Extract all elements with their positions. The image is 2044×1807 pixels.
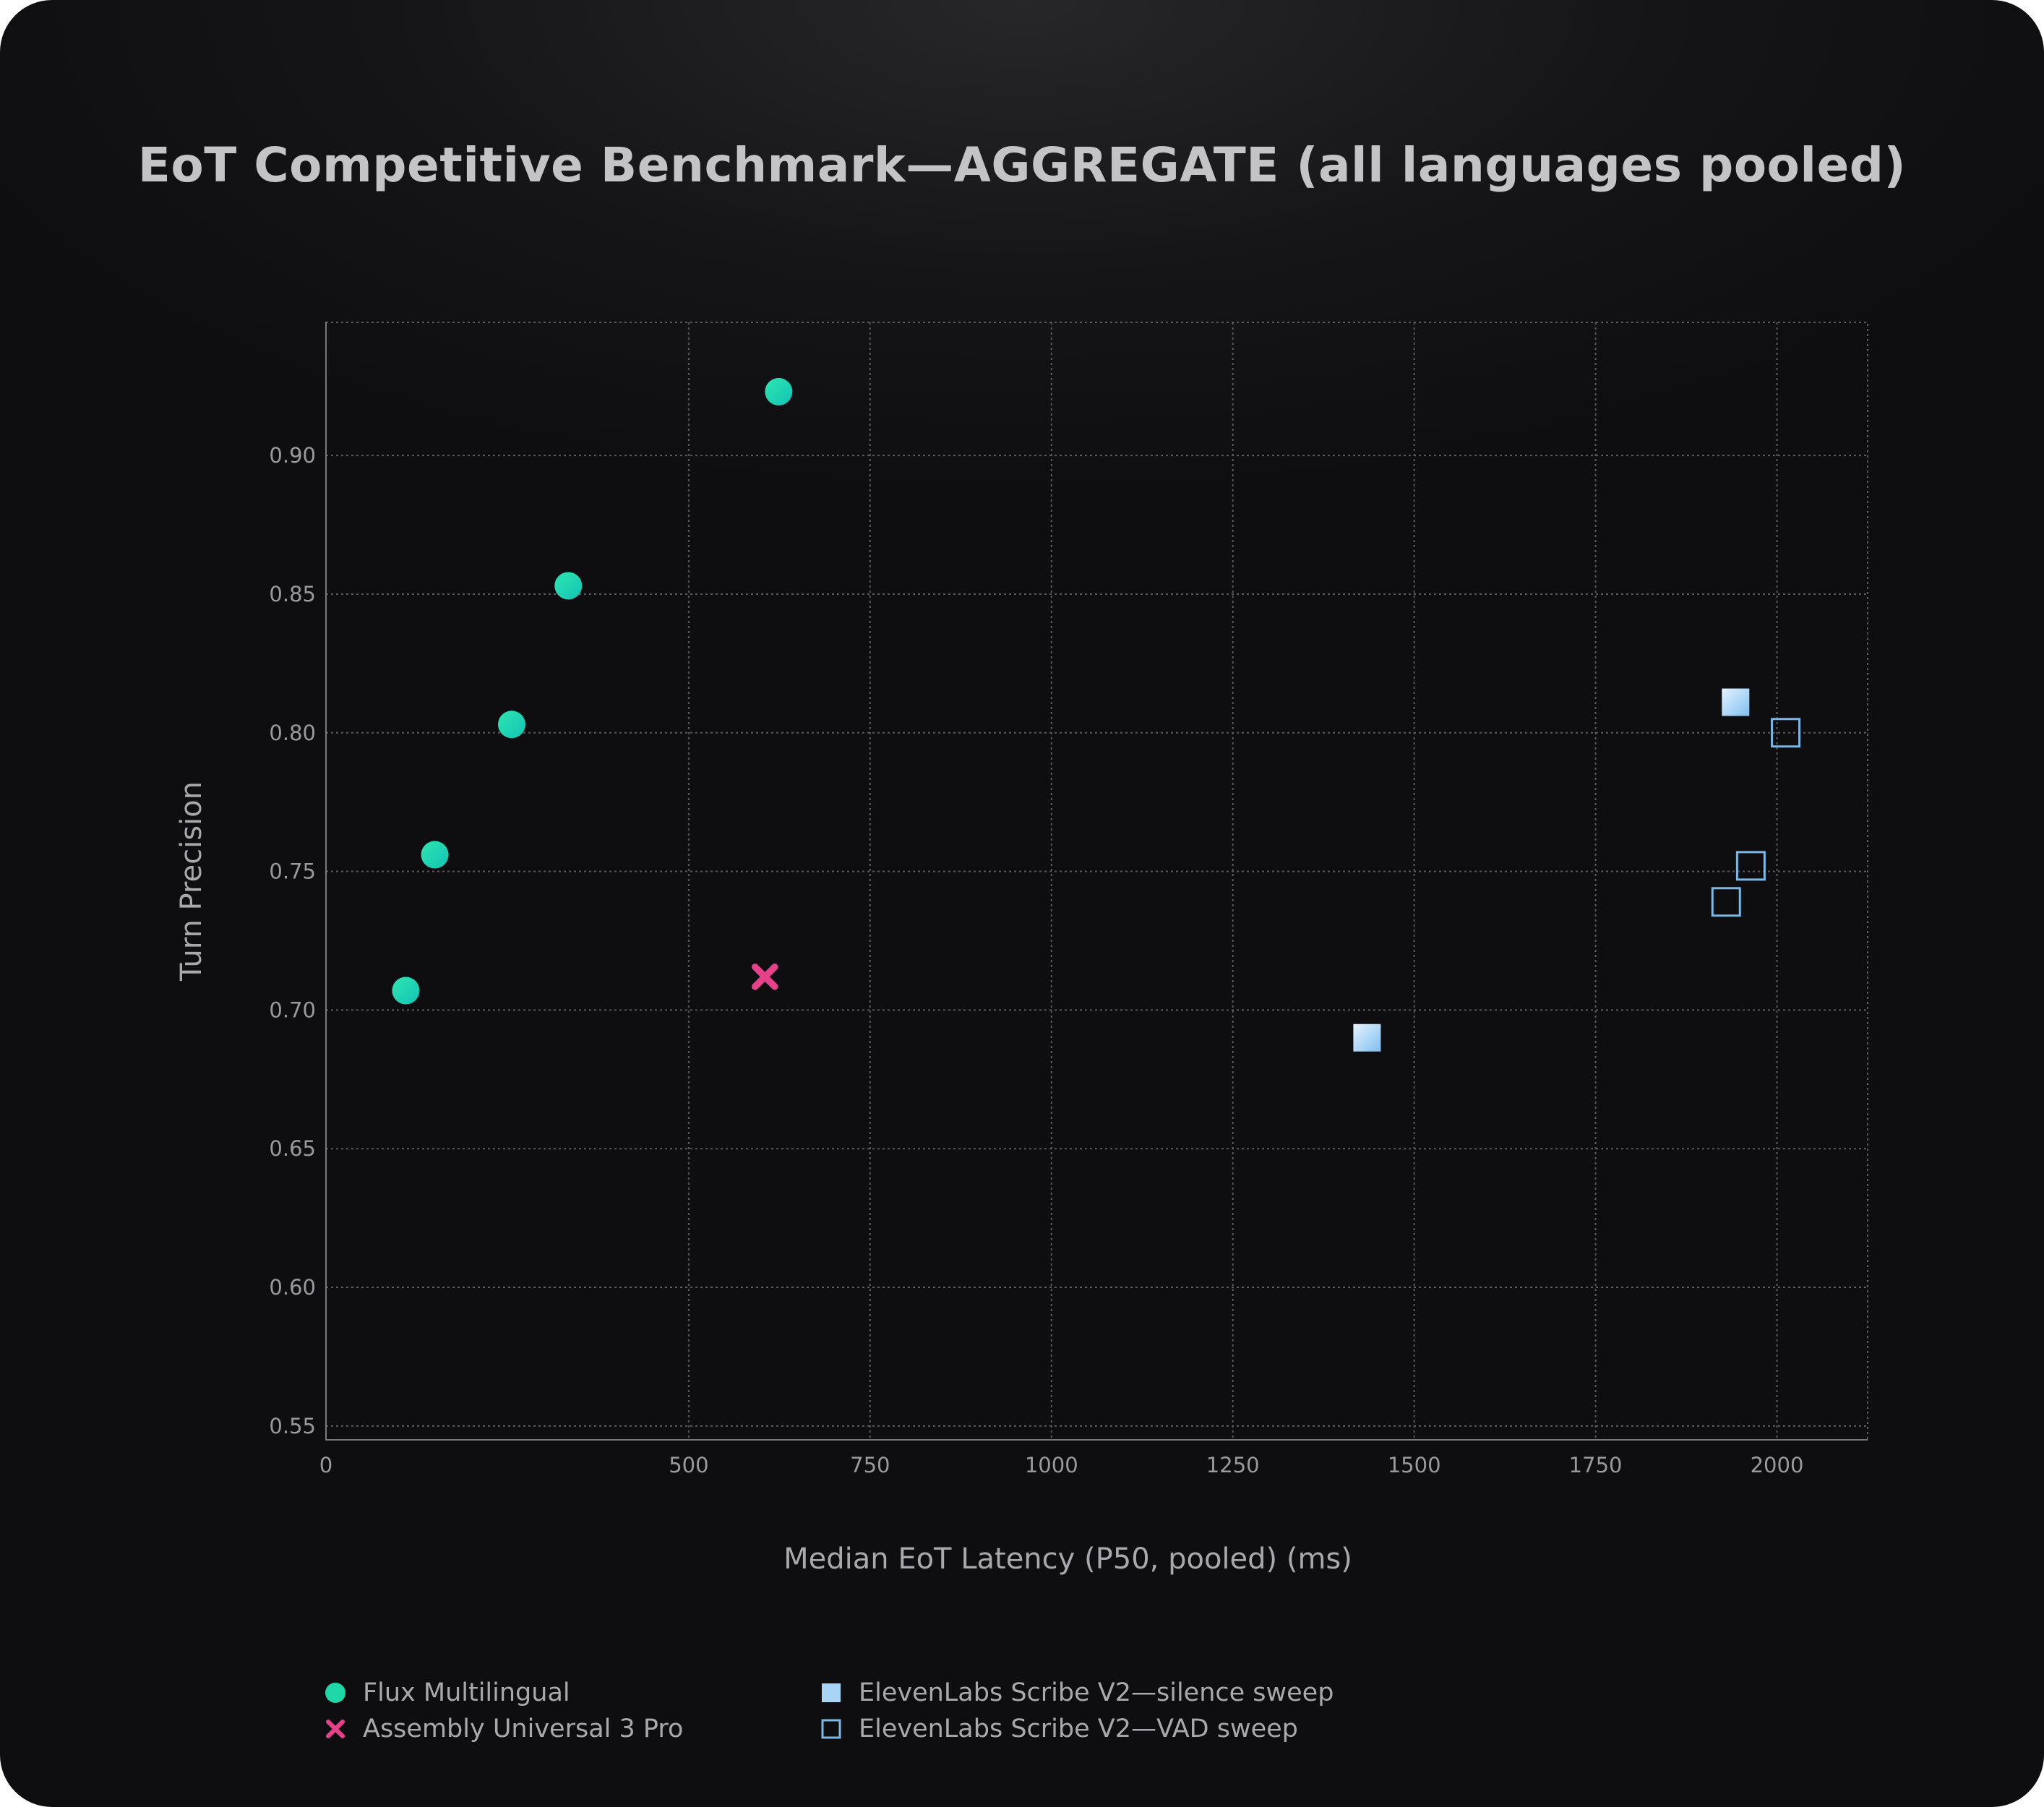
- data-point: [554, 572, 583, 600]
- legend-swatch: [821, 1719, 841, 1739]
- legend-label: ElevenLabs Scribe V2—VAD sweep: [859, 1714, 1298, 1743]
- y-tick-label: 0.60: [269, 1275, 316, 1300]
- data-point: [1353, 1023, 1381, 1052]
- legend-swatch: [822, 1683, 841, 1702]
- data-point: [1722, 688, 1750, 716]
- legend-label: ElevenLabs Scribe V2—silence sweep: [859, 1678, 1334, 1707]
- y-tick-label: 0.55: [269, 1414, 316, 1438]
- series-2: [1353, 688, 1750, 1052]
- plot-frame: [325, 322, 1868, 1441]
- legend-swatch: [325, 1683, 345, 1703]
- data-points: [392, 377, 1801, 1052]
- x-tick-label: 1500: [1388, 1453, 1441, 1477]
- x-tick-label: 1750: [1569, 1453, 1623, 1477]
- legend-swatch: [326, 1720, 345, 1738]
- y-tick-label: 0.90: [269, 443, 316, 468]
- x-tick-label: 750: [850, 1453, 890, 1477]
- series-0: [392, 377, 793, 1005]
- data-point: [421, 841, 449, 869]
- grid-lines: [325, 322, 1868, 1440]
- y-axis-label: Turn Precision: [175, 781, 208, 982]
- x-axis-label: Median EoT Latency (P50, pooled) (ms): [783, 1542, 1352, 1576]
- legend-label: Assembly Universal 3 Pro: [363, 1714, 684, 1743]
- x-tick-label: 1250: [1206, 1453, 1260, 1477]
- legend-item: ElevenLabs Scribe V2—silence sweep: [820, 1678, 1334, 1707]
- tick-labels: 0 500 750 1000 1250 1500 1750 2000 0.55 0.60 0.65 0…: [269, 443, 1803, 1477]
- data-point: [752, 963, 778, 990]
- data-point: [765, 377, 793, 405]
- axes: [325, 322, 1868, 1441]
- legend-item: ElevenLabs Scribe V2—VAD sweep: [820, 1714, 1298, 1743]
- data-point: [1771, 718, 1801, 748]
- x-tick-label: 1000: [1025, 1453, 1078, 1477]
- series-3: [1711, 718, 1801, 917]
- legend-item: Assembly Universal 3 Pro: [324, 1714, 683, 1743]
- legend-item: Flux Multilingual: [324, 1678, 570, 1707]
- x-tick-label: 0: [319, 1453, 332, 1477]
- y-tick-label: 0.85: [269, 582, 316, 606]
- data-point: [497, 711, 525, 739]
- data-point: [1711, 887, 1741, 917]
- chart-title: EoT Competitive Benchmark—AGGREGATE (all…: [137, 137, 1907, 193]
- data-point: [392, 977, 420, 1005]
- legend: Flux Multilingual Assembly Universal 3 Pr…: [324, 1678, 1553, 1765]
- legend-label: Flux Multilingual: [363, 1678, 570, 1707]
- y-tick-label: 0.65: [269, 1136, 316, 1161]
- series-1: [752, 963, 778, 990]
- x-tick-label: 2000: [1751, 1453, 1804, 1477]
- y-tick-label: 0.70: [269, 997, 316, 1022]
- x-tick-label: 500: [669, 1453, 708, 1477]
- data-point: [1735, 851, 1766, 881]
- y-tick-label: 0.80: [269, 721, 316, 745]
- y-tick-label: 0.75: [269, 859, 316, 884]
